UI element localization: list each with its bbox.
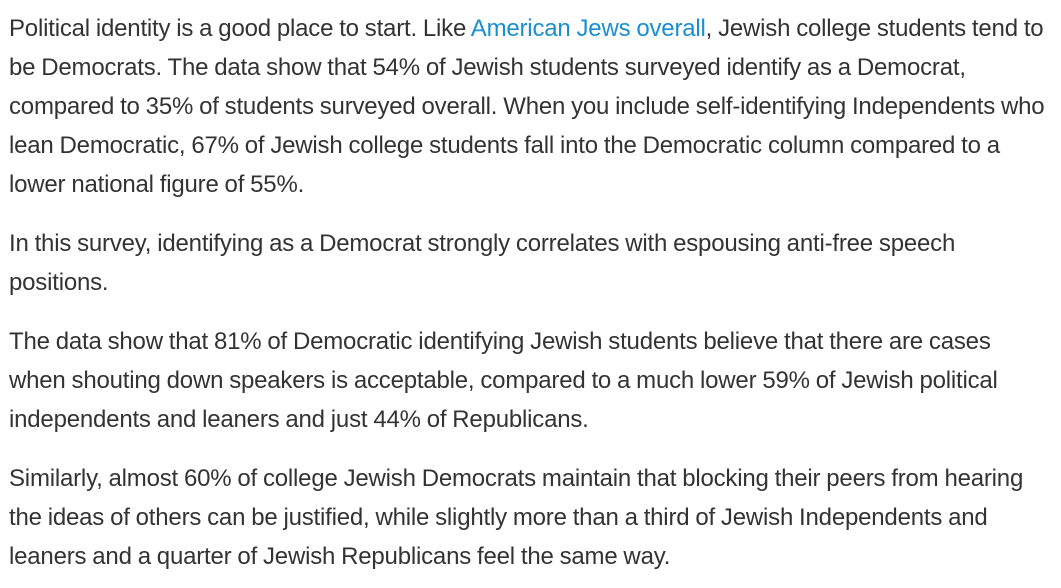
- paragraph-text-after-link: , Jewish college students tend to be Dem…: [9, 15, 1045, 198]
- paragraph-text-before-link: Political identity is a good place to st…: [9, 15, 471, 42]
- article-body: Political identity is a good place to st…: [9, 9, 1050, 570]
- paragraph-political-identity: Political identity is a good place to st…: [9, 9, 1050, 204]
- paragraph-shouting-down: The data show that 81% of Democratic ide…: [9, 328, 998, 433]
- paragraph-survey-correlation: In this survey, identifying as a Democra…: [9, 230, 956, 296]
- american-jews-overall-link[interactable]: American Jews overall: [470, 15, 706, 42]
- paragraph-blocking-peers: Similarly, almost 60% of college Jewish …: [9, 465, 1024, 570]
